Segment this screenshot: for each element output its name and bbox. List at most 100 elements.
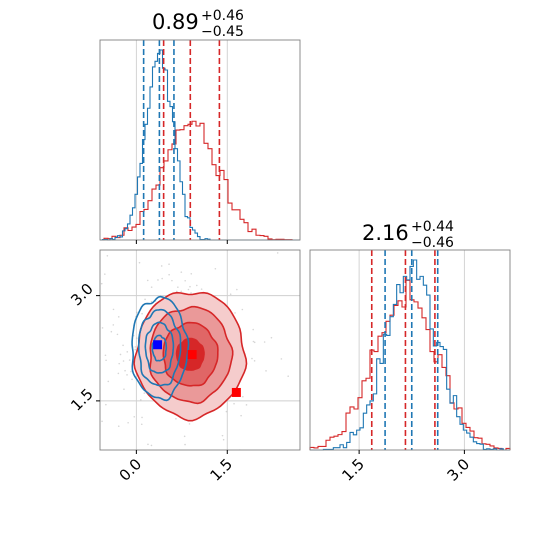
- scatter-point: [144, 298, 146, 301]
- scatter-point: [188, 423, 191, 425]
- scatter-point: [184, 443, 186, 446]
- red-marker: [231, 387, 241, 397]
- scatter-point: [140, 399, 142, 401]
- panel-y-title-upper: +0.44: [411, 219, 454, 235]
- scatter-point: [136, 311, 138, 314]
- scatter-point: [112, 324, 115, 326]
- scatter-point: [253, 341, 256, 344]
- scatter-point: [265, 370, 267, 372]
- red-marker: [187, 350, 197, 360]
- scatter-point: [165, 463, 167, 465]
- scatter-point: [117, 425, 120, 428]
- scatter-point: [131, 378, 133, 381]
- x-tick-label: 1.5: [338, 455, 368, 485]
- scatter-point: [242, 395, 244, 398]
- panel-x-title: 0.89 +0.46−0.45: [152, 8, 244, 40]
- scatter-point: [135, 337, 138, 340]
- scatter-point: [175, 417, 177, 420]
- scatter-point: [233, 402, 235, 405]
- scatter-point: [161, 277, 163, 280]
- x-tick-label: 3.0: [444, 455, 474, 485]
- scatter-point: [119, 353, 122, 356]
- scatter-point: [141, 312, 143, 315]
- scatter-point: [106, 254, 109, 257]
- panel-x-title-upper: +0.46: [201, 8, 244, 24]
- scatter-point: [168, 263, 170, 265]
- panel-y-title-lower: −0.46: [411, 235, 454, 251]
- scatter-point: [100, 282, 103, 285]
- scatter-point: [200, 288, 203, 290]
- scatter-point: [252, 340, 255, 343]
- scatter-point: [128, 359, 131, 361]
- scatter-point: [105, 403, 107, 406]
- scatter-point: [141, 416, 143, 419]
- scatter-point: [143, 392, 146, 394]
- scatter-point: [214, 267, 217, 270]
- scatter-point: [253, 360, 256, 362]
- scatter-point: [222, 438, 225, 441]
- scatter-point: [101, 327, 104, 329]
- joint-content: [100, 247, 289, 466]
- scatter-point: [165, 451, 167, 453]
- blue-histogram-y: [310, 259, 510, 451]
- scatter-point: [171, 279, 173, 282]
- scatter-point: [126, 351, 129, 353]
- scatter-point: [147, 443, 149, 446]
- panel-x-title-lower: −0.45: [201, 24, 244, 40]
- scatter-point: [177, 286, 179, 288]
- scatter-point: [280, 358, 283, 360]
- blue-contour: [151, 334, 168, 362]
- scatter-point: [276, 252, 279, 254]
- panel-frame: [99, 249, 301, 451]
- scatter-point: [195, 284, 198, 287]
- scatter-point: [146, 279, 149, 282]
- panel-frame: [309, 249, 511, 451]
- scatter-point: [133, 415, 136, 418]
- scatter-point: [126, 374, 128, 376]
- scatter-point: [180, 290, 183, 293]
- red-histogram-y: [309, 279, 511, 451]
- scatter-point: [105, 359, 107, 362]
- scatter-point: [104, 273, 106, 275]
- scatter-point: [118, 460, 120, 462]
- scatter-point: [122, 344, 124, 347]
- scatter-point: [189, 285, 191, 288]
- scatter-point: [229, 293, 232, 295]
- scatter-point: [252, 328, 254, 331]
- scatter-point: [190, 272, 193, 275]
- scatter-point: [134, 346, 137, 348]
- scatter-point: [117, 372, 120, 375]
- blue-histogram-x: [100, 49, 300, 241]
- blue-contour: [144, 321, 175, 374]
- panel-x-title-value: 0.89: [152, 10, 199, 34]
- scatter-point: [168, 273, 170, 276]
- blue-contour: [131, 295, 190, 402]
- scatter-point: [190, 292, 192, 294]
- scatter-point: [115, 464, 117, 466]
- panel-frame: [99, 39, 301, 241]
- scatter-point: [175, 290, 178, 293]
- scatter-point: [138, 261, 141, 264]
- scatter-point: [150, 300, 153, 303]
- scatter-point: [112, 308, 115, 311]
- scatter-point: [187, 288, 190, 291]
- scatter-point: [127, 421, 129, 424]
- scatter-point: [183, 435, 186, 438]
- scatter-point: [124, 369, 126, 372]
- scatter-point: [236, 288, 238, 291]
- scatter-point: [221, 434, 224, 437]
- y-tick-label: 1.5: [67, 385, 97, 415]
- scatter-point: [225, 410, 228, 413]
- scatter-point: [157, 279, 159, 281]
- scatter-point: [110, 330, 113, 333]
- scatter-point: [184, 279, 186, 282]
- scatter-point: [160, 265, 163, 267]
- scatter-point: [208, 247, 210, 249]
- scatter-point: [180, 271, 183, 273]
- marginal-x-panel: [100, 40, 300, 241]
- scatter-point: [263, 341, 266, 343]
- scatter-point: [130, 370, 132, 373]
- joint-panel: [100, 247, 289, 466]
- red-histogram-x: [100, 120, 300, 241]
